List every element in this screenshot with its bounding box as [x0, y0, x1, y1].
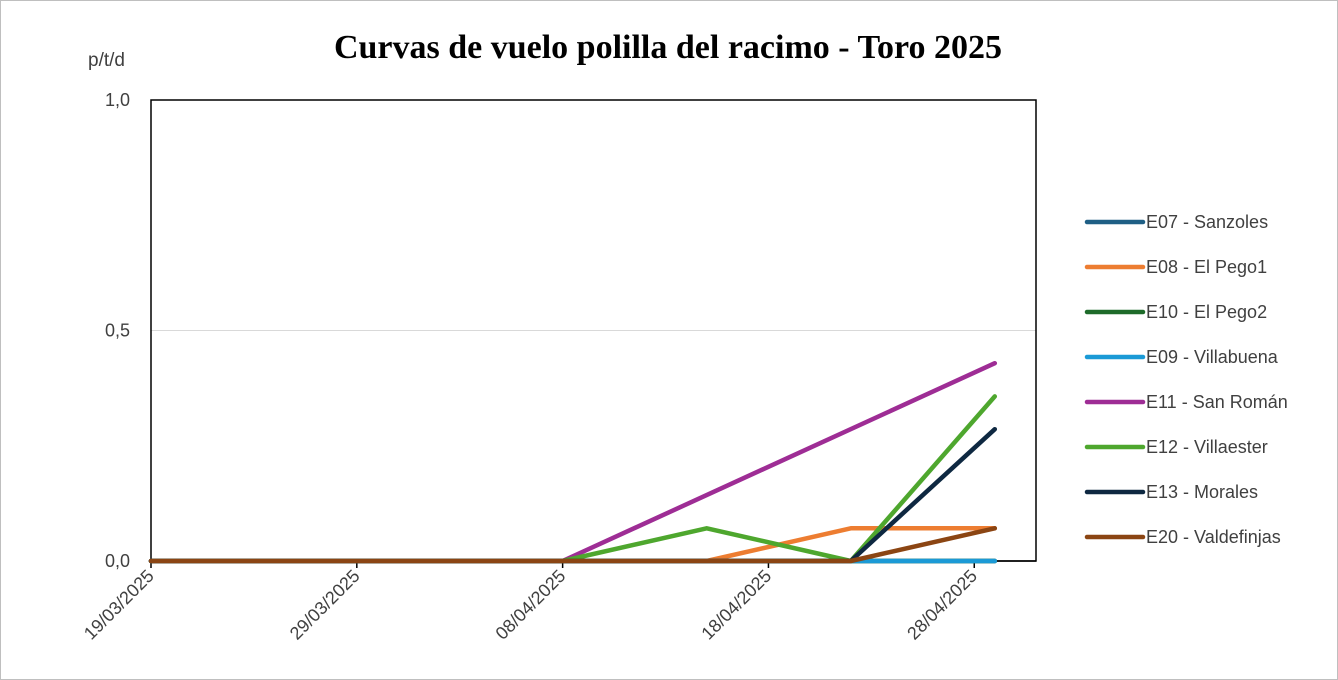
legend-label: E13 - Morales: [1146, 482, 1258, 502]
y-axis-label: p/t/d: [88, 50, 125, 71]
legend-label: E11 - San Román: [1146, 392, 1288, 412]
x-tick-label: 28/04/2025: [903, 566, 981, 644]
y-axis-ticks: 0,0 0,5 1,0: [105, 90, 130, 571]
legend-label: E07 - Sanzoles: [1146, 212, 1268, 232]
x-tick-label: 19/03/2025: [80, 566, 158, 644]
legend-label: E10 - El Pego2: [1146, 302, 1267, 322]
x-tick-label: 29/03/2025: [286, 566, 364, 644]
legend-label: E09 - Villabuena: [1146, 347, 1279, 367]
series-line-4: [148, 360, 998, 564]
series-line-7: [148, 526, 998, 564]
y-tick-label: 1,0: [105, 90, 130, 110]
series-lines: [148, 360, 998, 564]
y-tick-label: 0,0: [105, 551, 130, 571]
legend-label: E20 - Valdefinjas: [1146, 527, 1281, 547]
chart-title: Curvas de vuelo polilla del racimo - Tor…: [334, 29, 1002, 66]
legend-label: E08 - El Pego1: [1146, 257, 1267, 277]
legend-label: E12 - Villaester: [1146, 437, 1268, 457]
x-tick-label: 08/04/2025: [492, 566, 570, 644]
y-tick-label: 0,5: [105, 321, 130, 341]
legend: E07 - Sanzoles E08 - El Pego1 E10 - El Peg…: [1084, 212, 1288, 547]
x-tick-label: 18/04/2025: [697, 566, 775, 644]
x-axis-ticks: 19/03/2025 29/03/2025 08/04/2025 18/04/2025…: [80, 560, 1036, 644]
